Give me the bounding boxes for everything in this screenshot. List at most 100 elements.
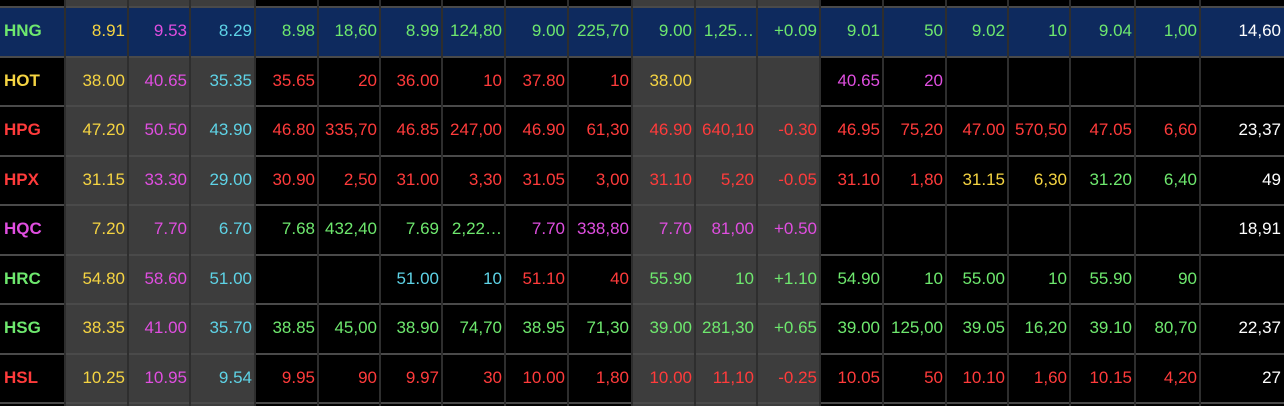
- column-line: [1069, 0, 1071, 406]
- column-line: [254, 0, 256, 406]
- cell-value: 10.10: [962, 367, 1005, 387]
- cell-value: -0.30: [778, 120, 817, 139]
- symbol: HQC: [4, 219, 42, 238]
- cell-value: +0.09: [773, 21, 817, 40]
- cell-value: +1.10: [773, 268, 817, 288]
- cell-value: 6,60: [1163, 120, 1197, 139]
- column-line: [756, 0, 758, 406]
- cell-value: 10.00: [522, 367, 565, 387]
- cell-value: 432,40: [325, 219, 377, 238]
- cell-value: 1,80: [595, 367, 629, 387]
- cell-value: 43.90: [209, 120, 252, 139]
- cell-value: 33.30: [144, 169, 187, 189]
- cell-value: 55.90: [1089, 268, 1132, 288]
- cell-value: 1,25…: [703, 21, 754, 40]
- cell-value: 30: [483, 367, 502, 387]
- column-line: [631, 0, 633, 406]
- symbol: HRC: [4, 268, 41, 288]
- column-line: [567, 0, 569, 406]
- cell-value: 124,80: [450, 21, 502, 40]
- cell-value: 6,30: [1033, 169, 1067, 189]
- cell-value: 10.00: [649, 367, 692, 387]
- cell-value: 7.69: [405, 219, 439, 238]
- cell-value: 31.10: [837, 169, 880, 189]
- cell-value: 39.00: [837, 318, 880, 337]
- cell-value: 10: [1048, 21, 1067, 40]
- cell-value: 50.50: [144, 120, 187, 139]
- cell-value: 18,60: [334, 21, 377, 40]
- cell-value: 37.80: [522, 70, 565, 90]
- cell-value: 6,40: [1163, 169, 1197, 189]
- cell-value: 54.90: [837, 268, 880, 288]
- symbol: HOT: [4, 70, 40, 90]
- cell-value: 10.95: [144, 367, 187, 387]
- cell-value: 45,00: [334, 318, 377, 337]
- cell-value: 9.04: [1098, 21, 1132, 40]
- cell-value: -0.05: [778, 169, 817, 189]
- cell-value: 54.80: [82, 268, 125, 288]
- cell-value: 51.00: [396, 268, 439, 288]
- cell-value: 7.68: [281, 219, 315, 238]
- cell-value: 10: [483, 268, 502, 288]
- column-shade: [632, 0, 695, 406]
- cell-value: 14,60: [1238, 21, 1281, 40]
- cell-value: 51.00: [209, 268, 252, 288]
- cell-value: 36.00: [396, 70, 439, 90]
- cell-value: 31.00: [396, 169, 439, 189]
- cell-value: 5,20: [720, 169, 754, 189]
- cell-value: 80,70: [1154, 318, 1197, 337]
- cell-value: 47.20: [82, 120, 125, 139]
- cell-value: 9.54: [218, 367, 252, 387]
- symbol: HSG: [4, 318, 41, 337]
- cell-value: 23,37: [1238, 120, 1281, 139]
- cell-value: 38.95: [522, 318, 565, 337]
- cell-value: 61,30: [586, 120, 629, 139]
- cell-value: 247,00: [450, 120, 502, 139]
- column-line: [945, 0, 947, 406]
- cell-value: 9.00: [531, 21, 565, 40]
- cell-value: 225,70: [577, 21, 629, 40]
- cell-value: 81,00: [711, 219, 754, 238]
- cell-value: 7.70: [531, 219, 565, 238]
- cell-value: 640,10: [702, 120, 754, 139]
- row-line: [0, 253, 1284, 256]
- cell-value: -0.25: [778, 367, 817, 387]
- column-line: [1134, 0, 1136, 406]
- cell-value: 38.35: [82, 318, 125, 337]
- cell-value: 22,37: [1238, 318, 1281, 337]
- cell-value: 8.98: [281, 21, 315, 40]
- cell-value: 570,50: [1015, 120, 1067, 139]
- cell-value: 49: [1262, 169, 1281, 189]
- cell-value: 31.10: [649, 169, 692, 189]
- cell-value: 9.00: [658, 21, 692, 40]
- cell-value: 55.90: [649, 268, 692, 288]
- cell-value: 51.10: [522, 268, 565, 288]
- symbol: HPG: [4, 120, 41, 139]
- cell-value: 39.05: [962, 318, 1005, 337]
- row-line: [0, 105, 1284, 107]
- cell-value: 46.90: [649, 120, 692, 139]
- cell-value: 338,80: [577, 219, 629, 238]
- cell-value: 10.25: [82, 367, 125, 387]
- cell-value: 10: [735, 268, 754, 288]
- column-line: [127, 0, 129, 406]
- cell-value: 2,50: [343, 169, 377, 189]
- cell-value: 31.05: [522, 169, 565, 189]
- cell-value: 10.05: [837, 367, 880, 387]
- cell-value: 47.05: [1089, 120, 1132, 139]
- row-line: [0, 204, 1284, 206]
- cell-value: 7.20: [91, 219, 125, 238]
- row-line: [0, 402, 1284, 404]
- column-line: [882, 0, 884, 406]
- column-shade: [695, 0, 757, 406]
- cell-value: 31.15: [82, 169, 125, 189]
- cell-value: 55.00: [962, 268, 1005, 288]
- cell-value: 46.95: [837, 120, 880, 139]
- column-line: [694, 0, 696, 406]
- cell-value: 38.85: [272, 318, 315, 337]
- cell-value: 8.29: [218, 21, 252, 40]
- column-shade: [65, 0, 128, 406]
- cell-value: 9.97: [405, 367, 439, 387]
- cell-value: 39.00: [649, 318, 692, 337]
- cell-value: 90: [358, 367, 377, 387]
